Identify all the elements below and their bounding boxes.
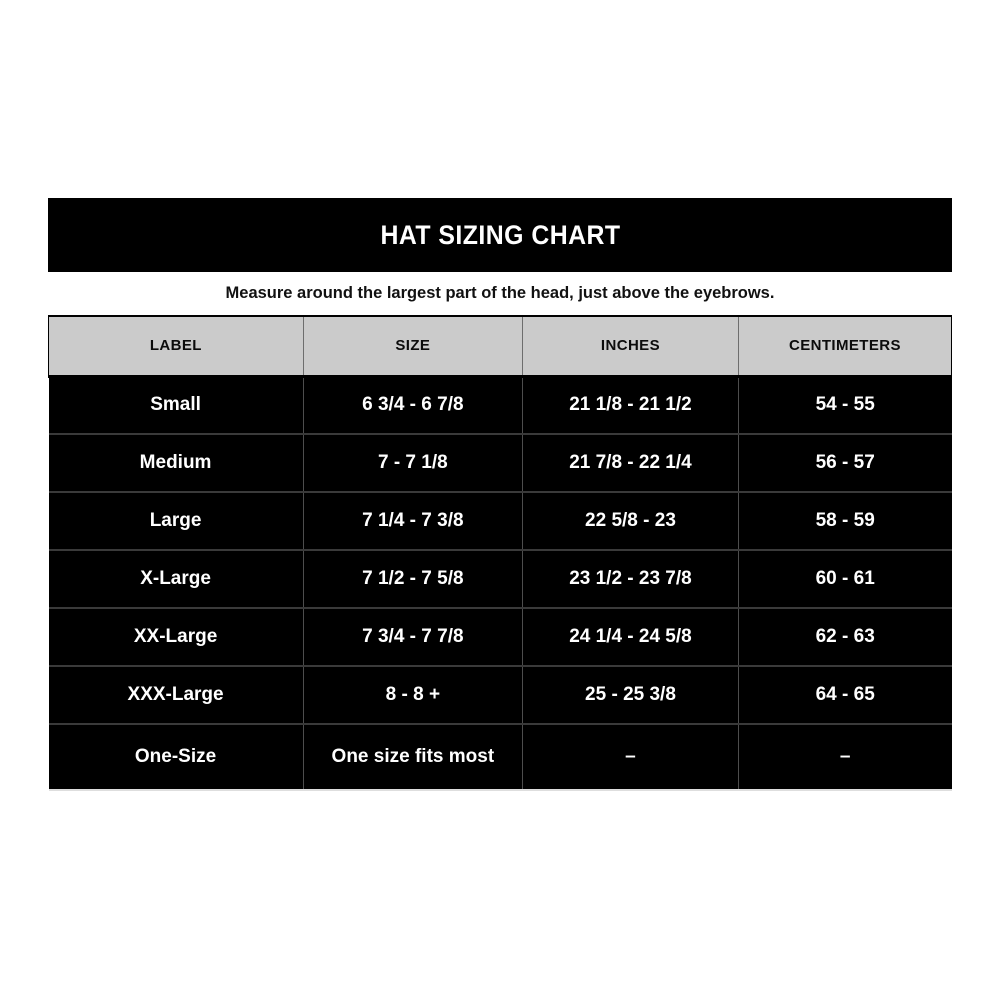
cell-size: 8 - 8 + [302, 665, 524, 724]
cell-inches: 21 7/8 - 22 1/4 [522, 433, 739, 492]
cell-label: Medium [48, 433, 304, 492]
column-header-label: LABEL [48, 315, 304, 378]
title-banner: HAT SIZING CHART [48, 198, 952, 272]
column-header-size: SIZE [302, 315, 524, 378]
column-header-inches: INCHES [522, 315, 739, 378]
cell-size: One size fits most [302, 723, 524, 791]
table-row: Large 7 1/4 - 7 3/8 22 5/8 - 23 58 - 59 [48, 491, 952, 550]
cell-inches: 21 1/8 - 21 1/2 [522, 376, 739, 434]
table-row: One-Size One size fits most – – [48, 723, 952, 791]
cell-size: 7 3/4 - 7 7/8 [302, 607, 524, 666]
table-body: Small 6 3/4 - 6 7/8 21 1/8 - 21 1/2 54 - 55… [48, 376, 952, 791]
cell-centimeters: 62 - 63 [737, 607, 952, 666]
cell-centimeters: 60 - 61 [737, 549, 952, 608]
cell-centimeters: 56 - 57 [737, 433, 952, 492]
cell-label: X-Large [48, 549, 304, 608]
cell-label: One-Size [48, 723, 304, 791]
table-row: X-Large 7 1/2 - 7 5/8 23 1/2 - 23 7/8 60 - … [48, 549, 952, 608]
hat-sizing-chart: HAT SIZING CHART Measure around the larg… [48, 198, 953, 791]
cell-inches: 25 - 25 3/8 [522, 665, 739, 724]
cell-centimeters: 54 - 55 [737, 376, 952, 434]
measure-instruction: Measure around the largest part of the h… [225, 283, 775, 302]
cell-inches: – [522, 723, 739, 791]
sizing-table: LABEL SIZE INCHES CENTIMETERS Small 6 3/4… [48, 315, 953, 791]
cell-centimeters: – [737, 723, 952, 791]
cell-size: 7 1/4 - 7 3/8 [302, 491, 524, 550]
cell-inches: 22 5/8 - 23 [522, 491, 739, 550]
cell-centimeters: 64 - 65 [737, 665, 952, 724]
cell-label: Small [48, 376, 304, 434]
column-header-centimeters: CENTIMETERS [737, 315, 953, 378]
table-row: Medium 7 - 7 1/8 21 7/8 - 22 1/4 56 - 57 [48, 433, 952, 492]
table-row: Small 6 3/4 - 6 7/8 21 1/8 - 21 1/2 54 - 55 [48, 376, 952, 434]
cell-size: 7 1/2 - 7 5/8 [302, 549, 524, 608]
table-row: XX-Large 7 3/4 - 7 7/8 24 1/4 - 24 5/8 62 -… [48, 607, 952, 666]
cell-inches: 23 1/2 - 23 7/8 [522, 549, 739, 608]
table-row: XXX-Large 8 - 8 +25 - 25 3/8 64 - 65 [48, 665, 952, 724]
cell-size: 7 - 7 1/8 [302, 433, 524, 492]
cell-inches: 24 1/4 - 24 5/8 [522, 607, 739, 666]
chart-title: HAT SIZING CHART [379, 219, 621, 250]
cell-centimeters: 58 - 59 [737, 491, 952, 550]
table-header-row: LABEL SIZE INCHES CENTIMETERS [48, 315, 953, 378]
cell-label: XX-Large [48, 607, 304, 666]
cell-label: XXX-Large [48, 665, 304, 724]
cell-size: 6 3/4 - 6 7/8 [302, 376, 524, 434]
cell-label: Large [48, 491, 304, 550]
